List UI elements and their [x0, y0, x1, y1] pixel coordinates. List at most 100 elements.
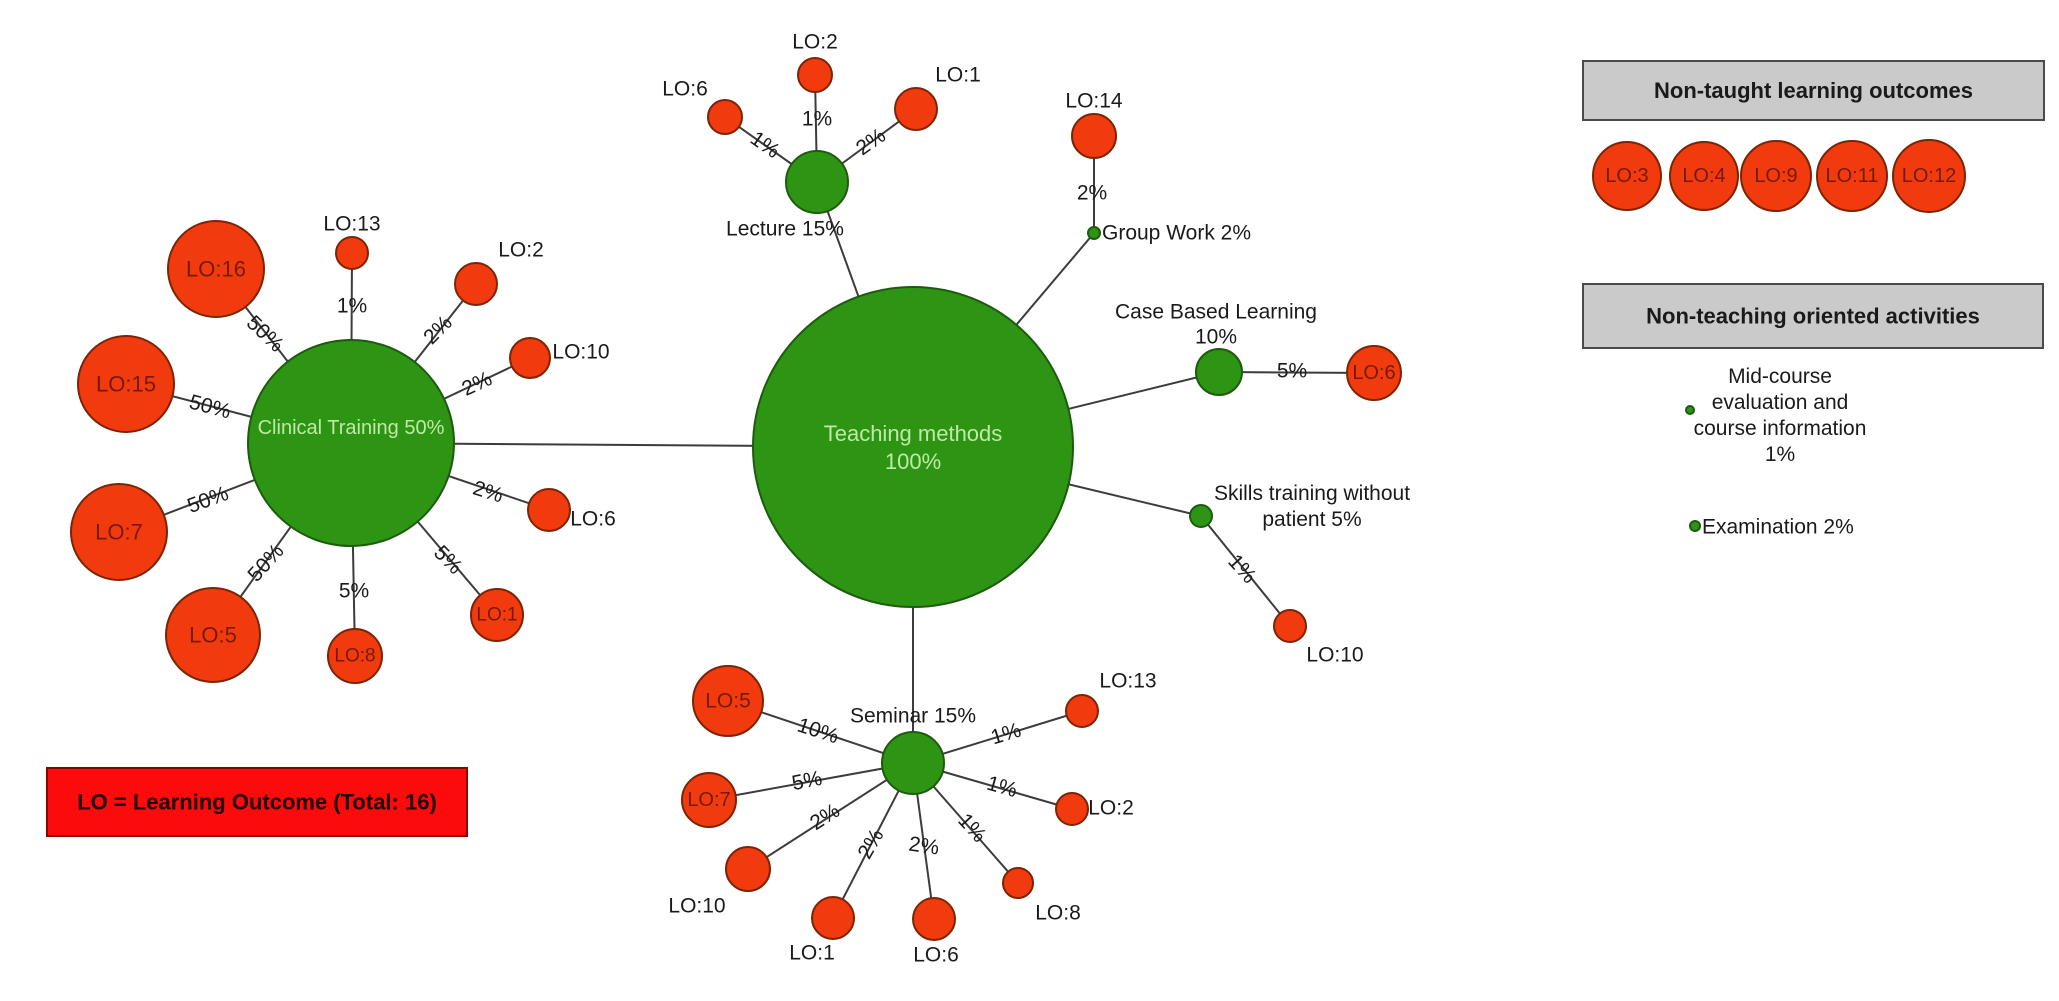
pct-clinical-lo7: 50% — [184, 482, 231, 518]
lo3-nontaught-label: LO:3 — [1605, 165, 1648, 187]
lo15-clinical-label: LO:15 — [96, 372, 156, 397]
edge-skills-training-hub--lo10-skills — [1200, 515, 1291, 627]
examination-label: Examination 2% — [1702, 516, 1854, 539]
pct-clinical-lo6: 2% — [470, 477, 506, 508]
lo5-seminar — [692, 665, 764, 737]
case-based-learning-title: Case Based Learning 10% — [1115, 300, 1317, 348]
boxes-layer: Non-taught learning outcomes Non-teaching… — [46, 60, 2045, 837]
lo1-clinical — [470, 588, 524, 642]
lo1-seminar — [811, 896, 855, 940]
group-work-title: Group Work 2% — [1102, 222, 1251, 245]
skills-training-hub — [1189, 504, 1213, 528]
non-teaching-header-title: Non-teaching oriented activities — [1646, 304, 1980, 329]
lo1-lecture-label: LO:1 — [935, 64, 981, 87]
lo2-lecture — [797, 57, 833, 93]
lo2-clinical-label: LO:2 — [498, 239, 544, 262]
skills-training-title: Skills training without patient 5% — [1214, 482, 1410, 531]
lo8-clinical-label: LO:8 — [334, 646, 375, 667]
pct-lecture-lo2: 1% — [802, 108, 832, 131]
lo3-nontaught — [1592, 141, 1662, 211]
lo10-seminar-label: LO:10 — [668, 895, 725, 918]
seminar-hub — [881, 731, 945, 795]
lo1-clinical-label: LO:1 — [476, 605, 517, 626]
pct-groupwork-lo14: 2% — [1077, 182, 1107, 205]
pct-seminar-lo13: 1% — [988, 719, 1024, 750]
lo15-clinical — [77, 335, 175, 433]
lo6-cbl-label: LO:6 — [1352, 362, 1395, 384]
seminar-title: Seminar 15% — [850, 705, 976, 728]
lecture-hub — [785, 150, 849, 214]
case-based-learning-hub — [1195, 348, 1243, 396]
pct-clinical-lo13: 1% — [337, 295, 367, 318]
pct-seminar-lo7: 5% — [790, 767, 824, 795]
edge-seminar-hub--lo10-seminar — [747, 762, 914, 870]
labels-layer: Lecture 15% Seminar 15% Group Work 2% Case … — [323, 31, 1866, 967]
clinical-training-hub — [247, 339, 455, 547]
midcourse-dot — [1685, 405, 1695, 415]
examination-dot — [1689, 520, 1701, 532]
teaching-methods-hub — [752, 286, 1074, 608]
lo6-clinical-label: LO:6 — [570, 508, 616, 531]
lo2-lecture-label: LO:2 — [792, 31, 838, 54]
pct-clinical-lo8: 5% — [339, 580, 369, 603]
pct-clinical-lo5: 50% — [243, 540, 288, 587]
pct-seminar-lo2: 1% — [984, 772, 1020, 802]
clinical-training-hub-label: Clinical Training 50% — [258, 417, 445, 439]
pct-lecture-lo1: 2% — [852, 124, 890, 160]
nodes-layer: Teaching methods 100% Clinical Training 50… — [70, 57, 1966, 941]
pct-seminar-lo6: 2% — [907, 832, 940, 859]
lo4-nontaught — [1669, 141, 1739, 211]
lo10-seminar — [725, 846, 771, 892]
lo2-clinical — [454, 262, 498, 306]
lo14-label: LO:14 — [1065, 90, 1123, 113]
non-teaching-header — [1582, 283, 2044, 349]
pct-cbl-lo6: 5% — [1277, 360, 1307, 383]
lo14-groupwork — [1071, 113, 1117, 159]
midcourse-label: Mid-course evaluation and course informati… — [1694, 365, 1867, 466]
lo11-nontaught-label: LO:11 — [1826, 165, 1879, 187]
teaching-methods-hub-label: Teaching methods 100% — [824, 421, 1003, 474]
lo5-clinical-label: LO:5 — [189, 623, 237, 648]
pct-clinical-lo16: 50% — [242, 311, 288, 356]
lo1-lecture — [894, 87, 938, 131]
lo13-seminar — [1065, 694, 1099, 728]
lo7-clinical — [70, 483, 168, 581]
lo4-nontaught-label: LO:4 — [1682, 165, 1725, 187]
lecture-title: Lecture 15% — [726, 218, 844, 241]
pct-seminar-lo5: 10% — [794, 714, 841, 749]
lo6-lecture — [707, 99, 743, 135]
pct-clinical-lo10: 2% — [458, 367, 495, 401]
lo13-clinical-label: LO:13 — [323, 213, 380, 236]
edge-seminar-hub--lo7-seminar — [708, 762, 914, 801]
lo10-clinical-label: LO:10 — [552, 341, 609, 364]
lo8-clinical — [327, 628, 383, 684]
pct-lecture-lo6: 1% — [746, 127, 784, 163]
lo6-seminar — [912, 897, 956, 941]
lo5-clinical — [165, 587, 261, 683]
lo8-seminar-label: LO:8 — [1035, 902, 1081, 925]
lo16-clinical — [167, 220, 265, 318]
lo10-skills-label: LO:10 — [1306, 644, 1363, 667]
lo11-nontaught — [1816, 140, 1888, 212]
pct-seminar-lo10: 2% — [806, 799, 844, 835]
lo16-clinical-label: LO:16 — [186, 257, 246, 282]
lo6-cbl — [1346, 345, 1402, 401]
lo12-nontaught — [1892, 139, 1966, 213]
lo13-clinical — [335, 236, 369, 270]
lo9-nontaught-label: LO:9 — [1754, 165, 1797, 187]
lo12-nontaught-label: LO:12 — [1902, 165, 1956, 187]
legend-box-title: LO = Learning Outcome (Total: 16) — [77, 790, 437, 815]
legend-box — [46, 767, 468, 837]
lo2-seminar — [1055, 792, 1089, 826]
lo10-clinical — [509, 337, 551, 379]
non-taught-header-title: Non-taught learning outcomes — [1654, 78, 1973, 103]
pct-seminar-lo1: 2% — [853, 825, 888, 863]
lo5-seminar-label: LO:5 — [705, 690, 751, 713]
group-work-hub — [1087, 226, 1101, 240]
lo8-seminar — [1002, 867, 1034, 899]
lo7-clinical-label: LO:7 — [95, 520, 143, 545]
lo2-seminar-label: LO:2 — [1088, 797, 1134, 820]
lo10-skills — [1273, 609, 1307, 643]
